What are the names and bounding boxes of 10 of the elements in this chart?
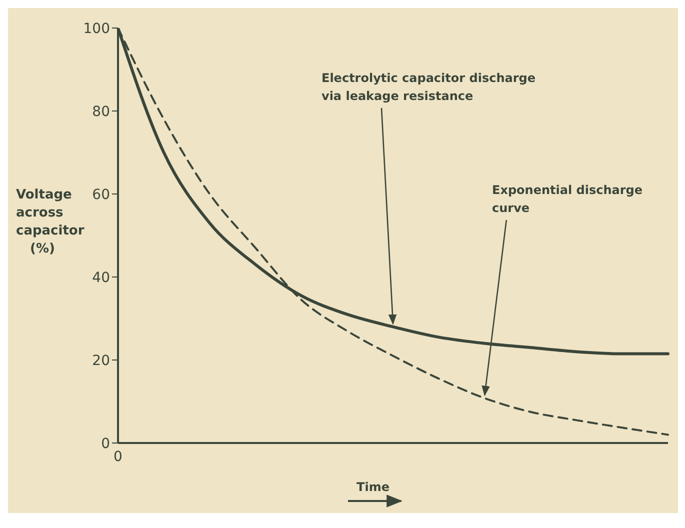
y-tick-label: 100 [83, 20, 110, 37]
y-tick-label: 80 [92, 104, 110, 120]
y-tick-label: 20 [92, 352, 110, 369]
x-axis-title: Time [356, 480, 390, 494]
y-tick-label: 0 [101, 436, 110, 452]
annotation: Exponential discharge curve [492, 183, 642, 215]
y-tick-label: 40 [92, 270, 110, 286]
y-axis-title: Voltage across capacitor (%) [16, 188, 85, 256]
y-tick-label: 60 [92, 186, 110, 203]
annotation: Electrolytic capacitor discharge via leakage resistance [322, 70, 536, 103]
